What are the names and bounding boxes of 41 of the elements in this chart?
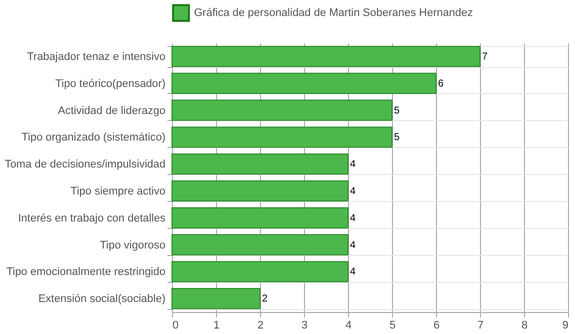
data-label: 4 [350,266,356,278]
y-tick-label: Tipo organizado (sistemático) [22,132,166,144]
x-tick-label: 3 [301,320,308,332]
data-label: 5 [394,105,400,116]
y-tick-label: Trabajador tenaz e intensivo [27,50,166,63]
y-tick-label: Tipo siempre activo [70,185,166,198]
data-label: 6 [438,78,444,90]
y-tick-label: Actividad de liderazgo [58,104,166,117]
data-label: 4 [350,159,356,170]
y-tick-label: Tipo vigoroso [100,239,166,252]
x-tick-label: 9 [562,320,568,332]
bar [172,288,260,310]
legend-label: Gráfica de personalidad de Martin Soberanes Hernandez [194,7,473,19]
y-tick-label: Tipo emocionalmente restringido [6,266,166,278]
y-tick-label: Interés en trabajo con detalles [18,212,166,224]
bar [172,100,392,121]
x-tick-label: 8 [521,320,528,332]
x-tick-label: 2 [257,320,264,332]
bar [172,261,348,282]
bar [172,153,348,175]
bar [172,72,436,94]
x-tick-label: 5 [389,320,396,332]
data-label: 5 [394,132,400,144]
data-label: 4 [350,212,356,224]
bar [172,180,348,202]
bar [172,46,480,68]
x-tick-label: 1 [213,320,220,332]
bar [172,207,348,228]
y-tick-label: Extensión social(sociable) [38,293,166,306]
data-label: 4 [350,240,356,251]
y-tick-label: Tipo teórico(pensador) [55,78,166,90]
data-label: 2 [262,294,268,305]
x-tick-label: 4 [345,320,352,332]
bar [172,234,348,256]
data-label: 7 [482,51,488,62]
bar [172,126,392,148]
x-tick-label: 7 [477,320,484,332]
x-tick-label: 6 [433,320,440,332]
y-tick-label: Toma de decisiones/impulsividad [4,158,166,171]
data-label: 4 [350,186,356,197]
x-tick-label: 0 [172,320,179,332]
